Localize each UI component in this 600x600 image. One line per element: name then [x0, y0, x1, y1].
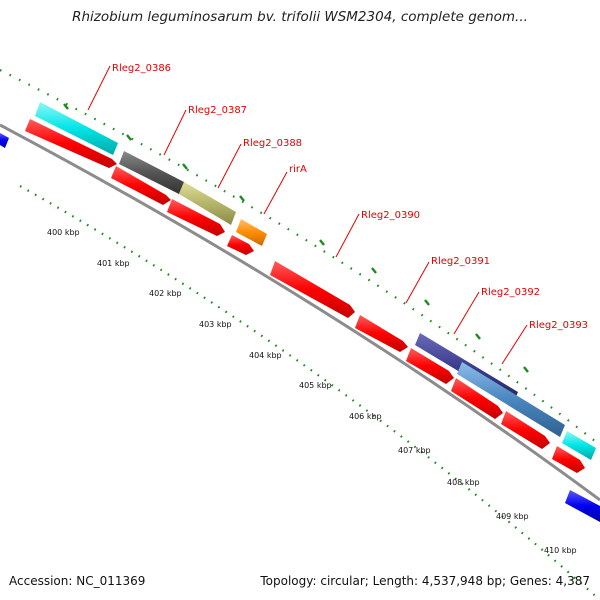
- gene-label-rleg2-0393[interactable]: Rleg2_0393: [529, 320, 588, 331]
- tick-label-402: 402 kbp: [149, 289, 182, 298]
- cds-red-1[interactable]: [25, 119, 117, 168]
- cds-red-8[interactable]: [451, 378, 503, 419]
- cds-lane-red: [25, 119, 585, 473]
- cds-red-9[interactable]: [501, 411, 550, 449]
- gene-label-rleg2-0392[interactable]: Rleg2_0392: [481, 287, 540, 298]
- gene-cyan-right[interactable]: [562, 431, 596, 460]
- gene-label-rleg2-0386[interactable]: Rleg2_0386: [112, 63, 171, 74]
- outer-tick-ring: [0, 69, 600, 446]
- tick-label-405: 405 kbp: [299, 381, 332, 390]
- callout-rleg2-0391: [405, 261, 430, 304]
- gene-label-rleg2-0388[interactable]: Rleg2_0388: [243, 138, 302, 149]
- callout-rleg2-0393: [501, 324, 528, 365]
- tick-label-400: 400 kbp: [47, 228, 80, 237]
- scale-tick-labels: 400 kbp 401 kbp 402 kbp 403 kbp 404 kbp …: [47, 228, 577, 555]
- gene-rleg2-0388[interactable]: [179, 182, 236, 225]
- tick-label-410: 410 kbp: [544, 546, 577, 555]
- gene-labels: Rleg2_0386 Rleg2_0387 Rleg2_0388 rirA Rl…: [112, 63, 588, 331]
- cds-red-6[interactable]: [355, 315, 408, 352]
- neighbor-cds-right[interactable]: [565, 490, 600, 522]
- cds-red-5[interactable]: [270, 261, 355, 318]
- callout-rleg2-0387: [163, 109, 187, 156]
- tick-label-403: 403 kbp: [199, 320, 232, 329]
- cds-red-10[interactable]: [552, 446, 585, 473]
- scale-dots: [19, 185, 600, 600]
- gene-label-rirA[interactable]: rirA: [289, 164, 307, 175]
- accession-text: Accession: NC_011369: [9, 574, 146, 588]
- map-title: Rhizobium leguminosarum bv. trifolii WSM…: [72, 9, 528, 25]
- cds-red-4[interactable]: [227, 235, 254, 255]
- callout-rleg2-0390: [335, 213, 360, 258]
- gene-label-rleg2-0387[interactable]: Rleg2_0387: [188, 105, 247, 116]
- callout-rleg2-0388: [217, 143, 242, 189]
- neighbor-cds-left[interactable]: [0, 133, 9, 148]
- gene-rleg2-0386[interactable]: [35, 102, 118, 155]
- gene-lane-colored: [35, 102, 596, 460]
- tick-label-407: 407 kbp: [398, 446, 431, 455]
- callout-rirA: [263, 171, 288, 215]
- outer-dots: [0, 69, 600, 446]
- genome-summary-text: Topology: circular; Length: 4,537,948 bp…: [260, 574, 590, 588]
- gene-rleg2-0393[interactable]: [457, 362, 565, 437]
- tick-label-409: 409 kbp: [496, 512, 529, 521]
- tick-label-408: 408 kbp: [447, 478, 480, 487]
- cds-red-7[interactable]: [406, 348, 454, 384]
- tick-label-401: 401 kbp: [97, 259, 130, 268]
- callout-rleg2-0386: [87, 65, 111, 111]
- callout-rleg2-0392: [453, 291, 480, 335]
- gene-rirA[interactable]: [236, 219, 267, 246]
- genome-backbone: [0, 123, 600, 502]
- outer-dashes: [63, 103, 529, 373]
- gene-rleg2-0387[interactable]: [119, 151, 184, 194]
- cds-red-3[interactable]: [167, 199, 225, 236]
- gene-callouts: [87, 65, 528, 365]
- gene-label-rleg2-0390[interactable]: Rleg2_0390: [361, 210, 420, 221]
- cds-red-2[interactable]: [111, 166, 171, 205]
- tick-label-406: 406 kbp: [349, 412, 382, 421]
- tick-label-404: 404 kbp: [249, 351, 282, 360]
- gene-label-rleg2-0391[interactable]: Rleg2_0391: [431, 256, 490, 267]
- scale-track: 400 kbp 401 kbp 402 kbp 403 kbp 404 kbp …: [19, 185, 600, 600]
